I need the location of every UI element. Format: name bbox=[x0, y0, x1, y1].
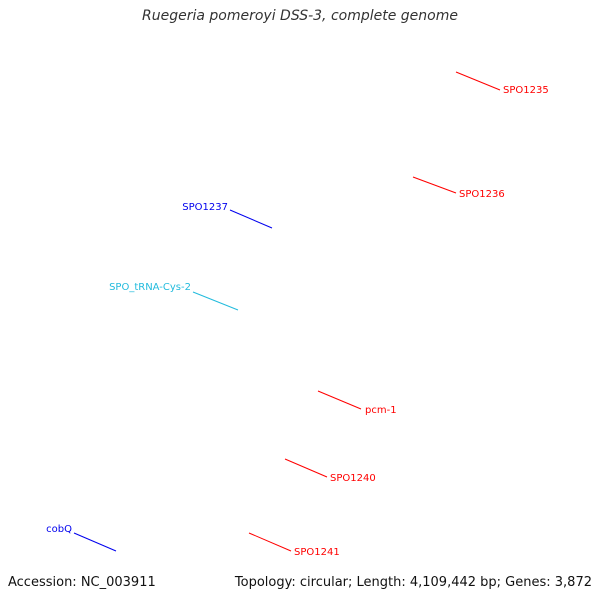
leader-line bbox=[248, 532, 292, 552]
gene-label-text[interactable]: SPO1235 bbox=[503, 85, 549, 96]
gene-label-text[interactable]: cobQ bbox=[46, 524, 72, 535]
leader-line bbox=[317, 390, 362, 410]
gene-label-text[interactable]: SPO1236 bbox=[459, 189, 505, 200]
leader-line bbox=[229, 209, 273, 229]
gene-label-SPO1237[interactable]: SPO1237 bbox=[182, 202, 273, 229]
leader-line bbox=[412, 176, 457, 194]
leader-line bbox=[192, 291, 239, 311]
gene-label-text[interactable]: SPO1240 bbox=[330, 473, 376, 484]
map-title: Ruegeria pomeroyi DSS-3, complete genome bbox=[142, 8, 458, 24]
leader-line bbox=[455, 71, 501, 91]
gene-label-SPO1236[interactable]: SPO1236 bbox=[412, 176, 505, 200]
gene-label-SPO1240[interactable]: SPO1240 bbox=[284, 458, 376, 484]
accession-text: Accession: NC_003911 bbox=[8, 575, 156, 590]
gene-label-cobQ[interactable]: cobQ bbox=[46, 524, 117, 552]
gene-label-pcm-1[interactable]: pcm-1 bbox=[317, 390, 397, 416]
gene-label-SPO_tRNA-Cys-2[interactable]: SPO_tRNA-Cys-2 bbox=[109, 282, 239, 311]
topology-summary: Topology: circular; Length: 4,109,442 bp… bbox=[234, 575, 592, 590]
gene-label-text[interactable]: SPO_tRNA-Cys-2 bbox=[109, 282, 191, 293]
gene-label-SPO1235[interactable]: SPO1235 bbox=[455, 71, 549, 96]
gene-label-text[interactable]: pcm-1 bbox=[365, 405, 397, 416]
leader-line bbox=[284, 458, 328, 478]
gene-label-text[interactable]: SPO1237 bbox=[182, 202, 228, 213]
gene-labels: SPO1235 SPO1236 SPO1237 SPO_tRNA-Cys-2 pcm-1… bbox=[46, 71, 549, 558]
gene-label-SPO1241[interactable]: SPO1241 bbox=[248, 532, 340, 558]
gene-label-text[interactable]: SPO1241 bbox=[294, 547, 340, 558]
leader-line bbox=[73, 532, 117, 552]
